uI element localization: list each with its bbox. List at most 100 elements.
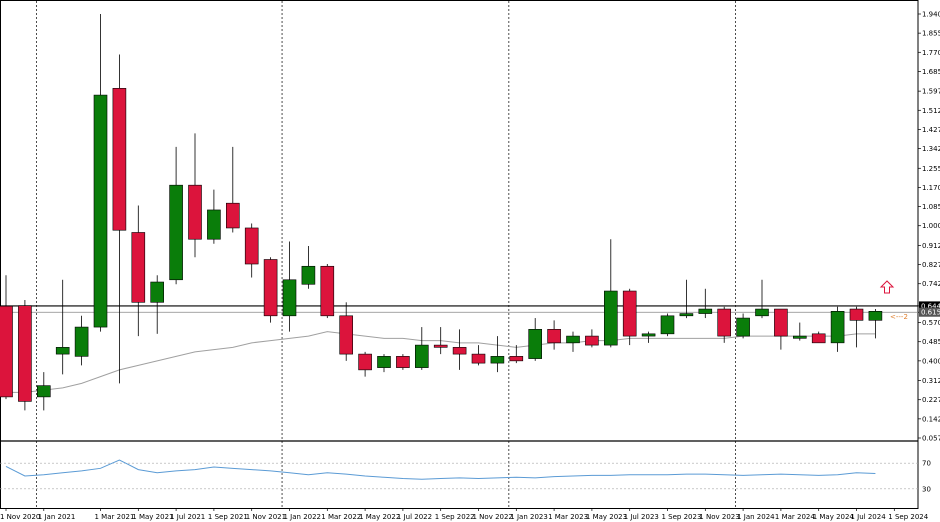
x-tick-label: 1 Jan 2024: [737, 513, 775, 521]
candle-body-up: [868, 311, 883, 321]
candle-body-down: [18, 305, 32, 402]
price-label-bg: [919, 301, 940, 311]
candle-body-up: [301, 265, 316, 285]
candle-body-up: [792, 335, 807, 339]
candle: [736, 313, 750, 339]
x-tick-label: 1 Jul 2023: [624, 513, 659, 521]
y-tick-label: 0.3125: [922, 377, 940, 385]
candle: [188, 133, 202, 258]
candle-body-down: [244, 227, 259, 265]
x-tick-label: 1 Jul 2024: [851, 513, 887, 521]
candle: [830, 306, 845, 352]
y-axis: 1.9400 1.8550 1.7700 1.6850 1.5975 1.5125 1.42…: [918, 11, 940, 443]
candle: [660, 313, 675, 337]
candle-body-down: [131, 232, 146, 303]
candle: [150, 275, 164, 334]
x-tick-label: 1 Sep 2022: [435, 513, 475, 521]
y-tick-label: 0.8275: [922, 261, 940, 269]
x-tick-label: 1 Mar 2022: [321, 513, 361, 521]
candle: [282, 241, 297, 332]
candle-body-up: [698, 308, 713, 314]
candle-body-down: [263, 259, 278, 317]
candle-body-up: [93, 94, 108, 328]
candle-body-down: [433, 344, 448, 348]
grid-layer: [0, 0, 919, 509]
candle-body-up: [603, 290, 618, 346]
candle: [263, 257, 278, 323]
candle-body-up: [490, 356, 505, 364]
candle-body-up: [641, 333, 656, 337]
candle-body-up: [36, 385, 51, 398]
x-tick-label: 1 Nov 2021: [246, 513, 286, 521]
candle: [490, 336, 505, 373]
candle-body-down: [339, 315, 354, 355]
candle: [792, 322, 807, 341]
y-tick-label: 1.5125: [922, 107, 940, 115]
x-tick-label: 1 May 2021: [132, 513, 173, 521]
candle-body-down: [188, 184, 202, 240]
candle-body-up: [679, 313, 694, 317]
candle: [811, 331, 826, 344]
candles-layer: [0, 14, 883, 411]
candle-body-down: [509, 356, 524, 362]
candle: [849, 306, 864, 348]
candle-body-up: [755, 308, 769, 317]
candle: [641, 331, 656, 343]
x-tick-label: 1 Jan 2023: [510, 513, 548, 521]
rsi-panel: 70 30: [0, 459, 931, 493]
candle: [698, 288, 713, 319]
y-tick-label: 0.0575: [922, 435, 940, 443]
candle-body-up: [736, 317, 750, 337]
candle: [452, 329, 467, 370]
x-tick-label: 1 Jan 2022: [284, 513, 322, 521]
candle: [244, 223, 259, 278]
candle-body-down: [112, 88, 127, 231]
candle-body-up: [55, 347, 70, 355]
candle: [207, 189, 221, 244]
candle: [0, 275, 13, 400]
candle: [320, 264, 335, 319]
x-tick-label: 1 Jan 2021: [38, 513, 76, 521]
x-tick-label: 1 Mar 2023: [548, 513, 588, 521]
y-tick-label: 1.4275: [922, 126, 940, 134]
candle-body-up: [150, 281, 164, 303]
candle: [377, 354, 391, 373]
x-tick-label: 1 Nov 2022: [473, 513, 513, 521]
up-arrow-icon: [879, 280, 895, 294]
x-tick-label: 1 Sep 2023: [662, 513, 702, 521]
candle: [679, 279, 694, 319]
plot-frame: [0, 0, 919, 509]
rsi-line: [5, 459, 876, 480]
candle-body-down: [717, 308, 732, 337]
candle-body-up: [282, 279, 297, 317]
candle-body-down: [774, 308, 788, 337]
candle: [301, 245, 316, 289]
candle: [868, 309, 883, 339]
candle-body-down: [226, 202, 240, 229]
price-label: 0.6159: [921, 309, 940, 317]
candle: [622, 288, 637, 346]
candle: [566, 331, 580, 352]
candle-body-down: [585, 335, 599, 346]
price-label-bg: [919, 307, 940, 317]
candle-body-up: [566, 335, 580, 344]
candle-body-down: [622, 290, 637, 337]
x-tick-label: 1 Nov 2023: [699, 513, 739, 521]
candle-body-down: [849, 308, 864, 321]
x-tick-label: 1 May 2023: [586, 513, 627, 521]
y-tick-label: 1.6850: [922, 68, 940, 76]
candle-body-down: [358, 353, 372, 371]
candle: [414, 327, 429, 370]
y-tick-label: 1.5975: [922, 88, 940, 96]
annotation-label: <---2: [890, 313, 908, 321]
candle-body-up: [377, 356, 391, 368]
candle: [339, 302, 354, 361]
candle-body-down: [471, 353, 486, 364]
candle: [547, 320, 561, 350]
